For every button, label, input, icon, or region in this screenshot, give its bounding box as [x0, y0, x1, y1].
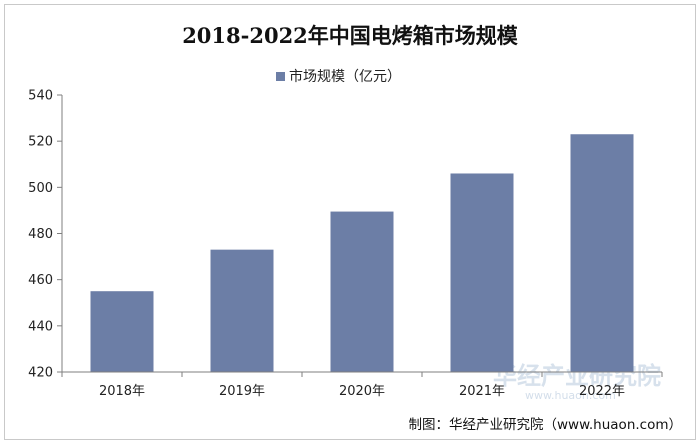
- x-axis: 2018年 2019年 2020年 2021年 2022年: [61, 371, 663, 399]
- bar: [210, 249, 274, 372]
- bars: [90, 134, 634, 372]
- watermark-url: www.huaon.com: [525, 389, 616, 402]
- x-tick-label: 2021年: [459, 384, 505, 399]
- x-tick-label: 2018年: [99, 384, 145, 399]
- source-credit: 制图：华经产业研究院（www.huaon.com）: [409, 417, 683, 433]
- y-tick-label: 520: [28, 135, 53, 150]
- legend: 市场规模（亿元）: [276, 68, 401, 85]
- y-axis: 420 440 460 480 500 520 540: [28, 89, 63, 381]
- bar: [90, 291, 154, 372]
- legend-label: 市场规模（亿元）: [289, 68, 401, 85]
- y-tick-label: 540: [28, 89, 53, 104]
- y-tick-label: 500: [28, 181, 53, 196]
- x-tick-label: 2019年: [219, 384, 265, 399]
- legend-swatch: [276, 72, 285, 81]
- x-tick-label: 2022年: [579, 384, 625, 399]
- y-tick-label: 460: [28, 273, 53, 288]
- bar: [450, 173, 514, 372]
- y-tick-label: 480: [28, 227, 53, 242]
- y-tick-label: 440: [28, 319, 53, 334]
- chart-title: 2018-2022年中国电烤箱市场规模: [182, 23, 519, 48]
- x-tick-label: 2020年: [339, 384, 385, 399]
- bar: [330, 211, 394, 372]
- y-tick-label: 420: [28, 366, 53, 381]
- bar: [570, 134, 634, 372]
